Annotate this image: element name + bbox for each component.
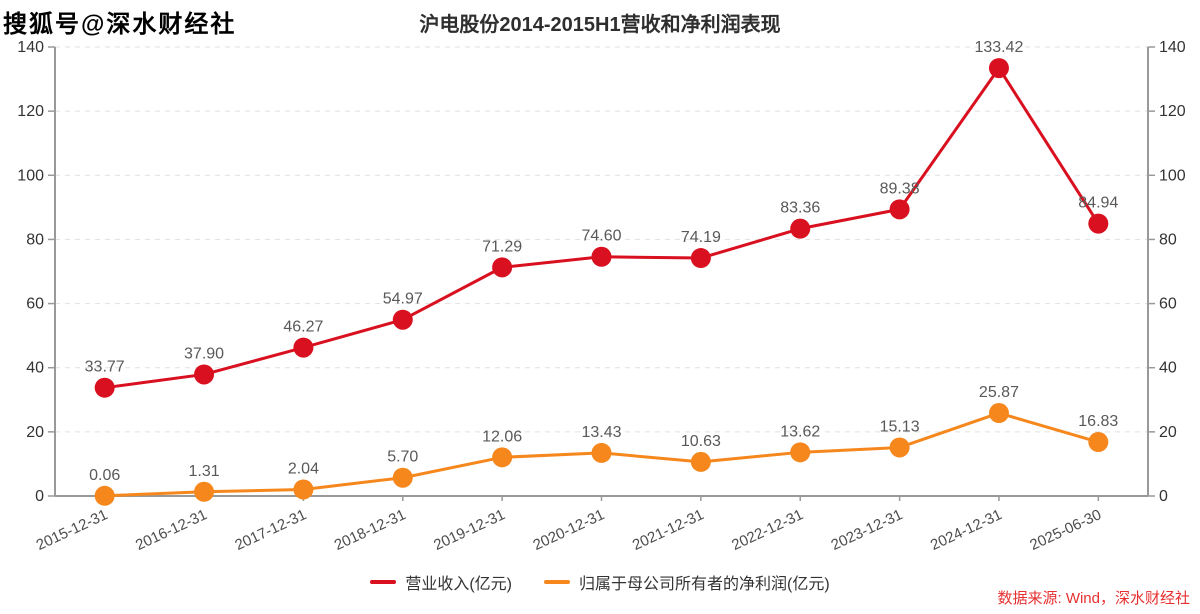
legend-item-net-profit[interactable]: 归属于母公司所有者的净利润(亿元) [544,570,830,594]
chart-legend: 营业收入(亿元) 归属于母公司所有者的净利润(亿元) [0,570,1200,594]
x-axis-tick-label: 2019-12-31 [431,506,508,554]
x-axis-tick-label: 2016-12-31 [133,506,210,554]
data-point-label: 133.42 [974,39,1023,56]
x-axis-tick-label: 2021-12-31 [630,506,707,554]
data-point [194,364,215,385]
watermark: 搜狐号@深水财经社 [3,11,237,38]
data-point-label: 1.31 [188,463,219,480]
y-axis-tick-label-right: 80 [1159,231,1177,248]
data-point [591,246,612,267]
data-point-label: 54.97 [383,291,423,308]
data-point-label: 15.13 [880,418,920,435]
net-profit-line-swatch [544,580,570,584]
data-point [591,442,612,463]
data-point [690,451,711,472]
data-point [1088,432,1109,453]
data-point-label: 46.27 [283,319,323,336]
data-point [194,481,215,502]
legend-item-revenue[interactable]: 营业收入(亿元) [370,570,512,594]
y-axis-tick-label-left: 60 [26,296,44,313]
y-axis-tick-label-right: 140 [1159,39,1186,56]
x-axis-tick-label: 2018-12-31 [332,506,409,554]
legend-label-net-profit: 归属于母公司所有者的净利润(亿元) [579,576,830,593]
data-point [293,337,314,358]
x-axis-tick-label: 2020-12-31 [530,506,607,554]
data-point [492,257,513,278]
data-point-label: 33.77 [85,359,125,376]
x-axis-tick-label: 2022-12-31 [729,506,806,554]
y-axis-tick-label-right: 60 [1159,296,1177,313]
legend-label-revenue: 营业收入(亿元) [405,576,512,593]
data-point-label: 2.04 [288,460,319,477]
data-point [690,248,711,269]
x-axis-tick-label: 2015-12-31 [34,506,111,554]
data-point-label: 84.94 [1078,195,1118,212]
data-point-label: 25.87 [979,384,1019,401]
data-point [392,467,413,488]
data-point-label: 12.06 [482,428,522,445]
data-point-label: 13.43 [581,424,621,441]
data-point [94,485,115,506]
revenue-line-swatch [370,580,397,584]
x-axis-tick-label: 2024-12-31 [928,506,1005,554]
data-point [889,199,910,220]
data-point [94,377,115,398]
y-axis-tick-label-right: 0 [1159,488,1168,505]
y-axis-tick-label-right: 40 [1159,360,1177,377]
data-point [293,479,314,500]
data-point-label: 37.90 [184,345,224,362]
data-point [790,442,811,463]
data-point [889,437,910,458]
data-point [392,309,413,330]
data-point-label: 10.63 [681,433,721,450]
chart-title: 沪电股份2014-2015H1营收和净利润表现 [419,14,781,36]
data-point [988,58,1009,79]
y-axis-tick-label-left: 20 [26,424,44,441]
y-axis-tick-label-left: 80 [26,231,44,248]
y-axis-tick-label-left: 0 [35,488,44,505]
data-point-label: 74.19 [681,229,721,246]
data-point [790,218,811,239]
x-axis-tick-label: 2017-12-31 [232,506,309,554]
data-point-label: 89.38 [880,180,920,197]
data-point-label: 74.60 [581,228,621,245]
y-axis-tick-label-left: 40 [26,360,44,377]
source-note: 数据来源: Wind，深水财经社 [997,590,1190,607]
y-axis-tick-label-right: 100 [1159,167,1186,184]
y-axis-tick-label-left: 120 [17,103,44,120]
data-point-label: 0.06 [89,467,120,484]
data-point-label: 16.83 [1078,413,1118,430]
data-point [988,403,1009,424]
y-axis-tick-label-right: 120 [1159,103,1186,120]
y-axis-tick-label-right: 20 [1159,424,1177,441]
data-point-label: 13.62 [780,423,820,440]
data-point [492,447,513,468]
data-point [1088,213,1109,234]
data-point-label: 83.36 [780,200,820,217]
y-axis-tick-label-left: 140 [17,39,44,56]
data-point-label: 5.70 [387,449,418,466]
y-axis-tick-label-left: 100 [17,167,44,184]
x-axis-tick-label: 2023-12-31 [829,506,906,554]
x-axis-tick-label: 2025-06-30 [1027,506,1104,554]
data-point-label: 71.29 [482,238,522,255]
